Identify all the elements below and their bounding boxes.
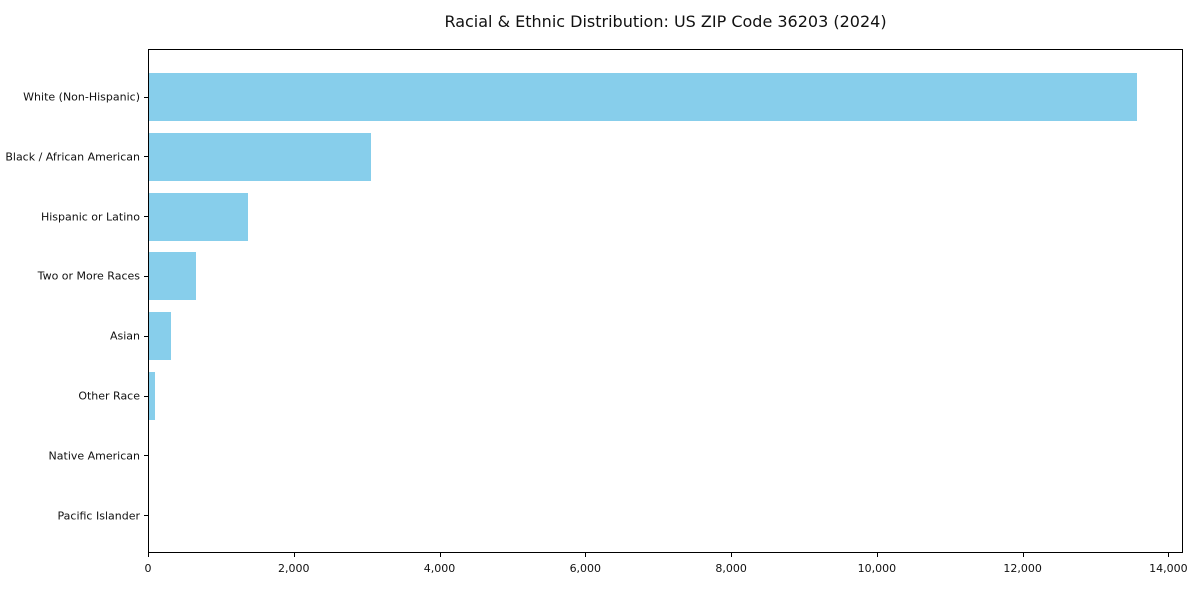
bar [149, 192, 249, 241]
x-axis-tick [1022, 553, 1024, 557]
x-axis-tick-label: 8,000 [715, 562, 747, 575]
x-axis-tick-label: 4,000 [423, 562, 456, 575]
x-axis-tick-label: 12,000 [1003, 562, 1042, 575]
x-axis-tick-label: 10,000 [857, 562, 897, 575]
y-axis-tick [144, 275, 148, 277]
x-axis-tick [1168, 553, 1170, 557]
x-axis-tick [876, 553, 878, 557]
x-axis-tick [585, 553, 587, 557]
chart-title: Racial & Ethnic Distribution: US ZIP Cod… [444, 12, 887, 31]
category-label: Asian [109, 329, 140, 343]
x-axis-tick-label: 0 [144, 562, 152, 575]
category-label: Pacific Islander [57, 509, 140, 523]
y-axis-tick [144, 96, 148, 98]
y-axis-tick [144, 156, 148, 158]
y-axis-tick [144, 455, 148, 457]
bar [149, 132, 371, 181]
category-label: Other Race [78, 389, 140, 403]
category-label: Native American [48, 449, 140, 463]
x-axis-tick-label: 6,000 [569, 562, 602, 575]
y-axis-tick [144, 335, 148, 337]
x-axis-tick [731, 553, 733, 557]
category-label: Two or More Races [37, 269, 140, 283]
category-label: White (Non-Hispanic) [23, 90, 140, 104]
plot-area [148, 49, 1183, 553]
x-axis-tick [148, 553, 149, 557]
x-axis-tick [293, 553, 295, 557]
y-axis-tick [144, 395, 148, 397]
x-axis-tick [439, 553, 441, 557]
bar [149, 312, 171, 361]
y-axis-tick [144, 515, 148, 517]
x-axis-tick-label: 14,000 [1149, 562, 1188, 575]
x-axis-tick-label: 2,000 [278, 562, 310, 575]
bar [149, 73, 1137, 121]
bar [149, 252, 196, 301]
category-label: Hispanic or Latino [40, 210, 140, 224]
category-label: Black / African American [5, 150, 140, 164]
bar [149, 372, 155, 420]
y-axis-tick [144, 216, 148, 218]
